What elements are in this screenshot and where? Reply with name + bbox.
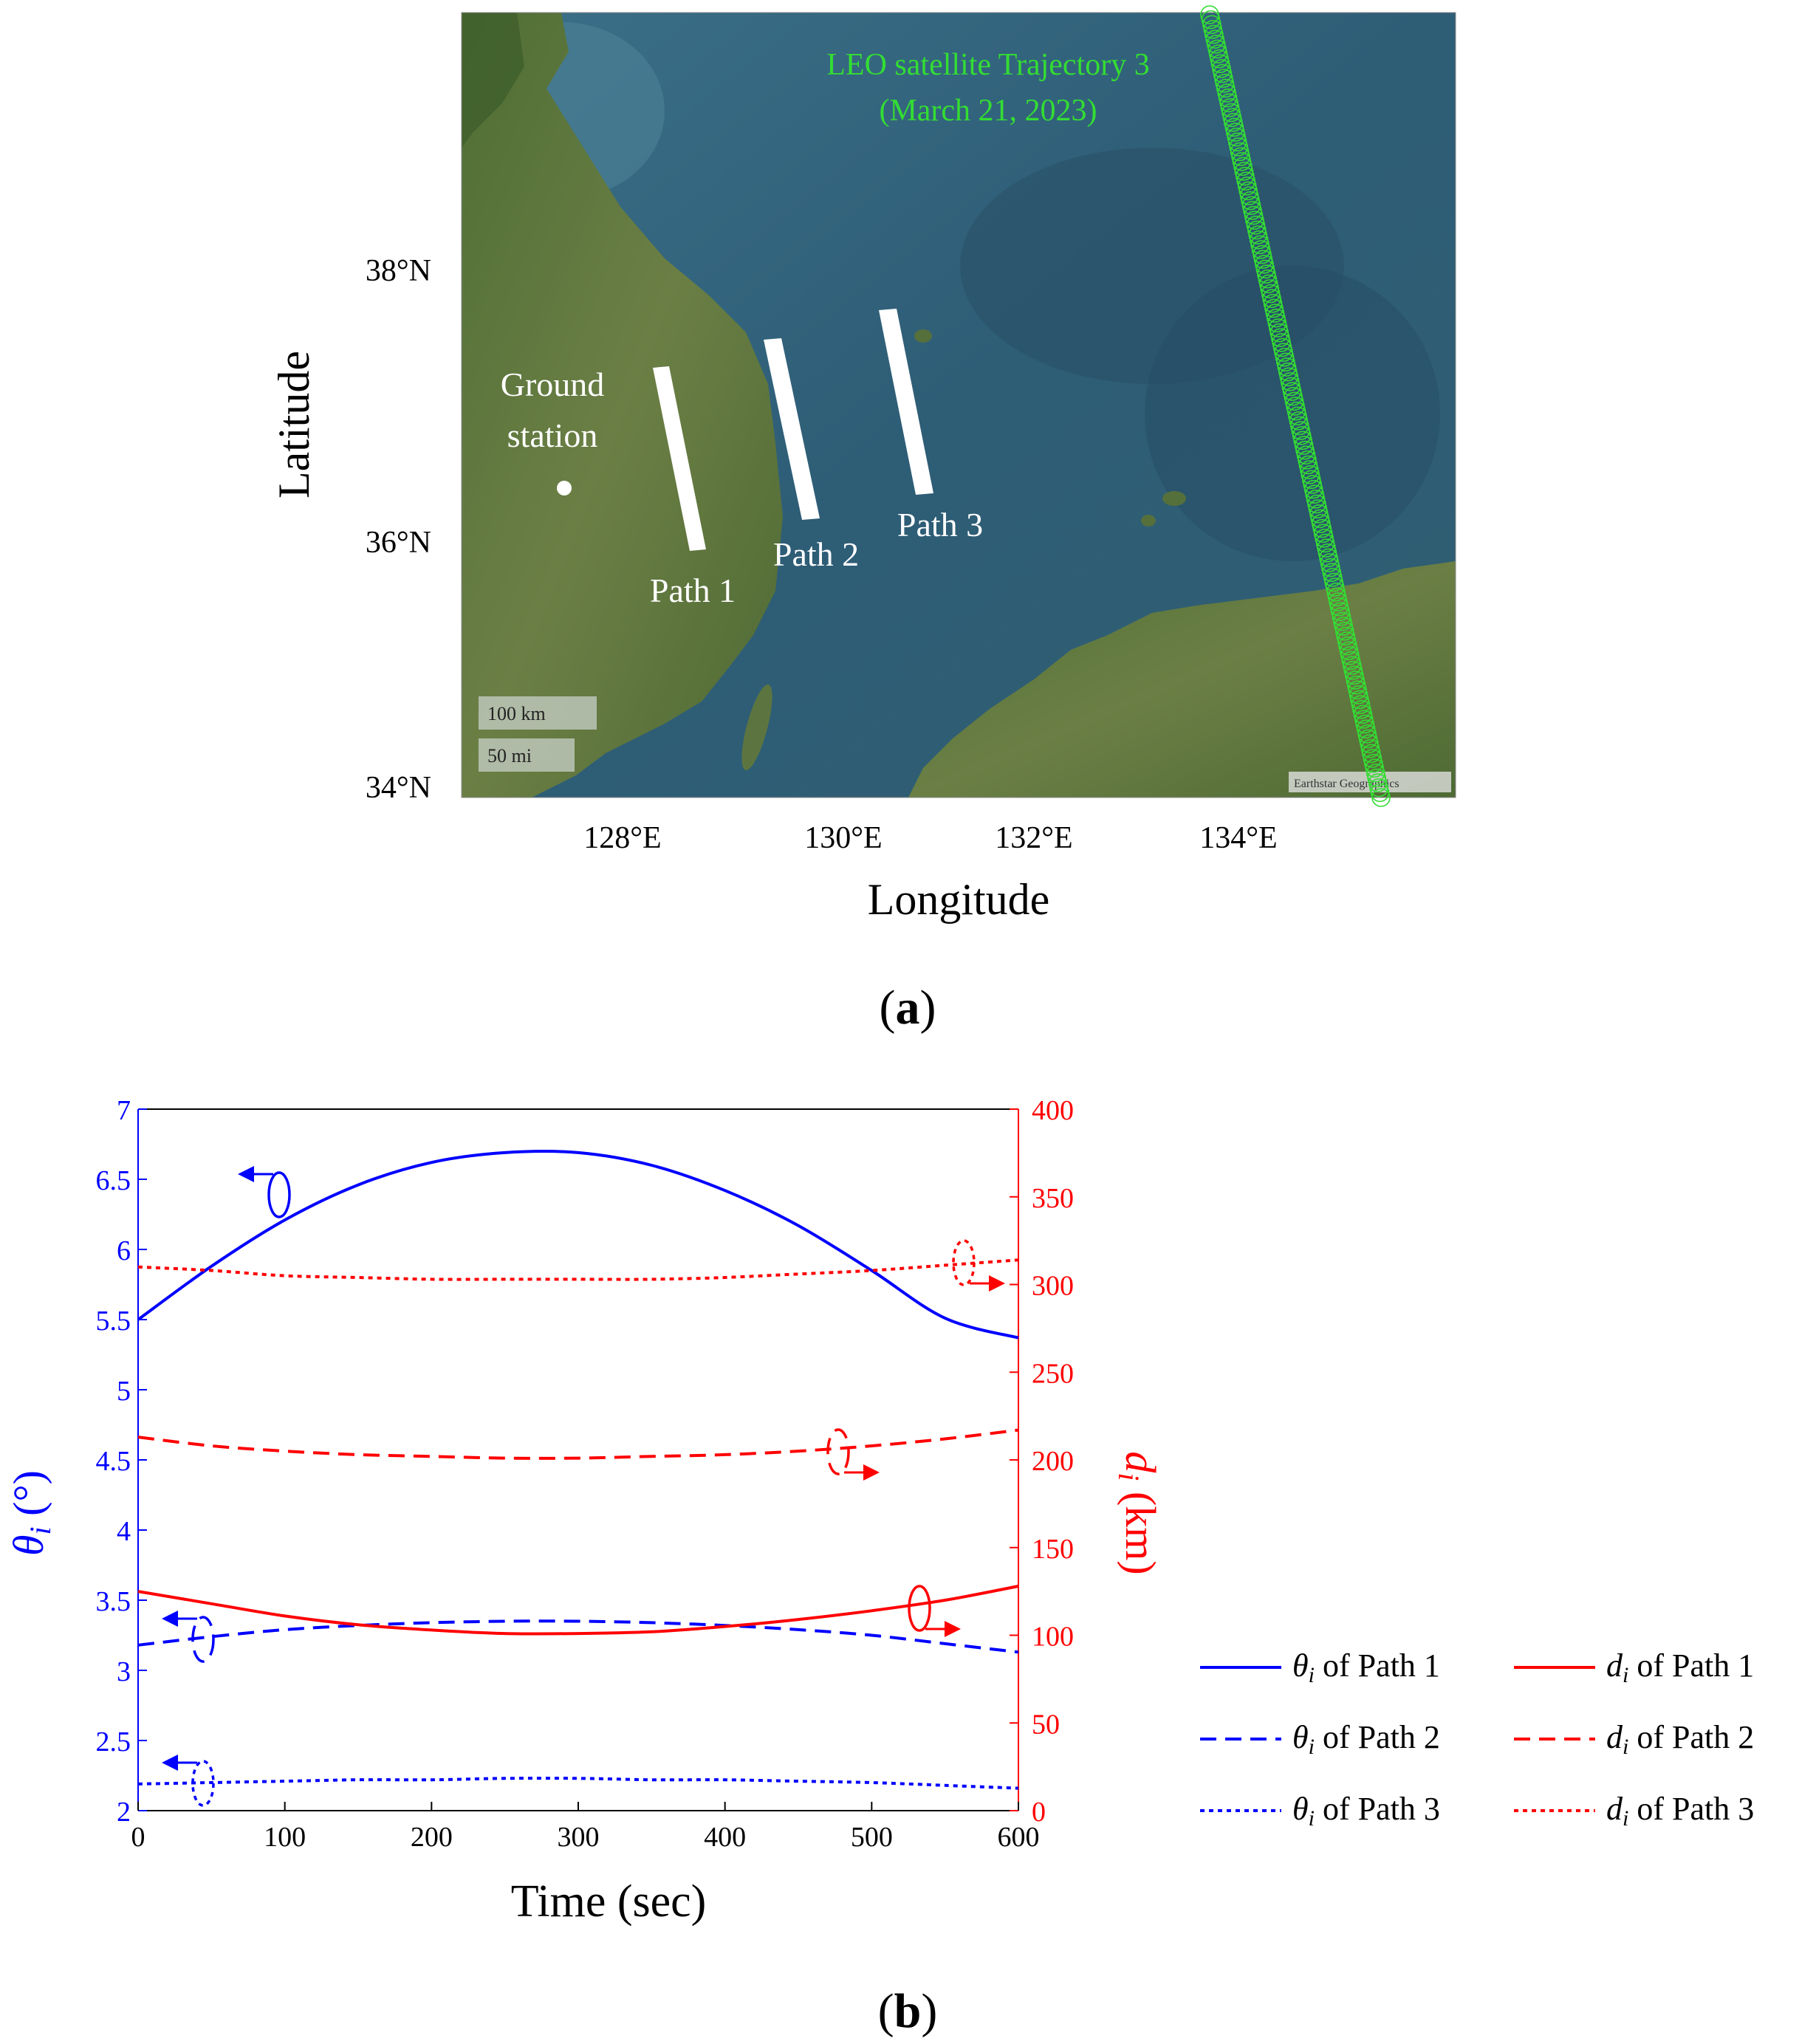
- left-tick-label: 3: [117, 1656, 131, 1687]
- left-tick-label: 3.5: [96, 1586, 131, 1617]
- axis-indicator-arrow-head: [162, 1755, 178, 1771]
- axis-indicator-arrow-head: [989, 1275, 1005, 1292]
- left-tick-label: 5: [117, 1376, 131, 1407]
- left-tick-label: 2: [117, 1797, 131, 1828]
- right-tick-label: 100: [1032, 1622, 1074, 1653]
- legend-label: θi of Path 2: [1292, 1719, 1440, 1759]
- path-1-label: Path 1: [650, 572, 736, 609]
- axis-indicator-arrow-head: [162, 1611, 178, 1627]
- scale-bar-km: 100 km: [487, 703, 546, 724]
- left-axis-ticks: 2 2.5 3 3.5 4 4.5 5 5.5 6 6.5 7: [96, 1095, 147, 1828]
- legend-label: θi of Path 3: [1292, 1791, 1440, 1831]
- panel-b-label: (b): [878, 1984, 938, 2038]
- series-line-1: [137, 1149, 1019, 1340]
- series-layer: [137, 1149, 1019, 1790]
- legend-label: di of Path 2: [1606, 1719, 1754, 1759]
- path-2-label: Path 2: [773, 535, 859, 573]
- scale-bar-km-box: [479, 696, 597, 730]
- scale-bar-mi: 50 mi: [487, 745, 532, 766]
- lon-tick-134: 134°E: [1199, 821, 1277, 855]
- left-tick-label: 5.5: [96, 1306, 131, 1337]
- axis-indicator-arrow-head: [945, 1621, 961, 1637]
- panel-a-label: (a): [880, 981, 936, 1035]
- axis-indicator-arrow-head: [863, 1464, 880, 1481]
- left-tick-label: 2.5: [96, 1726, 131, 1757]
- plot-background: [138, 1109, 1018, 1811]
- plot-area: [137, 1108, 1019, 1811]
- left-tick-label: 6: [117, 1235, 131, 1266]
- time-series-chart: 2 2.5 3 3.5 4 4.5 5 5.5 6 6.5 7 0 50 100 150 200 250 300…: [4, 1095, 1754, 2038]
- right-tick-label: 150: [1032, 1534, 1074, 1565]
- axis-indicator-arrow-head: [238, 1166, 254, 1182]
- right-tick-label: 400: [1032, 1095, 1074, 1126]
- right-tick-label: 50: [1032, 1709, 1060, 1740]
- map-panel: 100 km 50 mi Earthstar Geographics Groun…: [270, 5, 1456, 1035]
- path-3-label: Path 3: [897, 506, 983, 543]
- x-axis-ticks: 0 100 200 300 400 500 600: [131, 1802, 1040, 1853]
- left-tick-label: 6.5: [96, 1165, 131, 1196]
- map-image: 100 km 50 mi Earthstar Geographics: [462, 13, 1456, 798]
- lat-tick-34: 34°N: [366, 771, 431, 805]
- x-tick-label: 500: [851, 1822, 893, 1853]
- scale-bar-mi-box: [479, 738, 575, 772]
- chart-xlabel: Time (sec): [511, 1876, 707, 1927]
- trajectory-label-line1: LEO satellite Trajectory 3: [826, 48, 1149, 82]
- lat-tick-36: 36°N: [366, 526, 431, 560]
- trajectory-point: [1371, 788, 1391, 807]
- series-line-5: [137, 1428, 1019, 1460]
- axis-indicator-ring: [908, 1585, 931, 1632]
- axis-indicator-ring: [191, 1760, 215, 1807]
- lon-tick-130: 130°E: [804, 821, 882, 855]
- left-tick-label: 7: [117, 1095, 131, 1126]
- left-tick-label: 4.5: [96, 1446, 131, 1477]
- x-tick-label: 100: [264, 1822, 306, 1853]
- series-line-2: [137, 1619, 1019, 1654]
- right-tick-label: 350: [1032, 1183, 1074, 1214]
- right-tick-label: 250: [1032, 1358, 1074, 1389]
- ground-station-label-line1: Ground: [501, 366, 605, 403]
- right-axis-ticks: 0 50 100 150 200 250 300 350 400: [1010, 1095, 1074, 1828]
- x-tick-label: 0: [131, 1822, 145, 1853]
- map-ylabel: Latitude: [270, 351, 318, 498]
- korea-landmass: [462, 13, 783, 798]
- map-xlabel: Longitude: [868, 875, 1050, 924]
- axis-indicator-ring: [191, 1616, 215, 1663]
- japan-landmass: [908, 561, 1456, 798]
- x-tick-label: 200: [411, 1822, 453, 1853]
- axis-indicator-ring: [826, 1428, 850, 1475]
- lat-tick-38: 38°N: [366, 254, 431, 288]
- axis-indicator-annotations: [162, 1166, 1005, 1807]
- lon-tick-128: 128°E: [583, 821, 661, 855]
- legend-label: di of Path 1: [1606, 1647, 1754, 1687]
- path-3-strip: [879, 309, 933, 495]
- x-tick-label: 600: [998, 1822, 1040, 1853]
- axis-indicator-ring: [952, 1239, 976, 1286]
- x-tick-label: 300: [558, 1822, 600, 1853]
- right-tick-label: 300: [1032, 1271, 1074, 1302]
- leo-trajectory: [1200, 5, 1391, 807]
- ground-station-label-line2: station: [507, 416, 598, 454]
- chart-legend: θi of Path 1 θi of Path 2 θi of Path 3 di o…: [1200, 1647, 1754, 1831]
- ground-station-marker: [557, 481, 572, 495]
- chart-ylabel-right: di (km): [1112, 1451, 1165, 1574]
- series-line-4: [137, 1585, 1019, 1636]
- left-tick-label: 4: [117, 1516, 131, 1547]
- chart-ylabel-left: θi (°): [4, 1470, 57, 1556]
- legend-label: θi of Path 1: [1292, 1647, 1440, 1687]
- legend-label: di of Path 3: [1606, 1791, 1754, 1831]
- trajectory-label-line2: (March 21, 2023): [879, 94, 1097, 128]
- axis-indicator-ring: [267, 1171, 291, 1218]
- right-tick-label: 200: [1032, 1446, 1074, 1477]
- lon-tick-132: 132°E: [995, 821, 1072, 855]
- path-2-strip: [764, 338, 820, 520]
- right-tick-label: 0: [1032, 1797, 1046, 1828]
- path-1-strip: [653, 366, 706, 551]
- x-tick-label: 400: [704, 1822, 746, 1853]
